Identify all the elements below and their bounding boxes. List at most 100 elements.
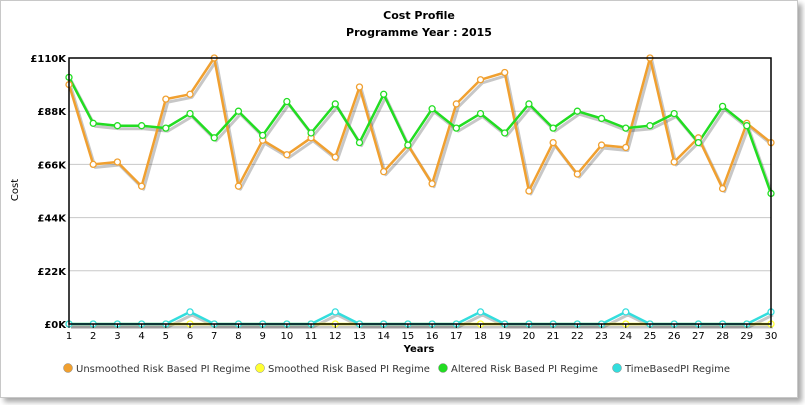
- legend-label[interactable]: Altered Risk Based PI Regime: [451, 364, 598, 375]
- x-tick-label: 4: [138, 331, 144, 342]
- x-tick-label: 6: [187, 331, 193, 342]
- x-tick-label: 17: [450, 331, 463, 342]
- data-point[interactable]: [597, 114, 606, 123]
- data-point[interactable]: [89, 160, 97, 169]
- data-point[interactable]: [283, 151, 291, 159]
- data-point[interactable]: [355, 138, 364, 147]
- data-point[interactable]: [501, 68, 509, 77]
- data-point[interactable]: [452, 124, 460, 132]
- series-shadow-timebasedpi-regime: [71, 313, 774, 329]
- data-point[interactable]: [670, 158, 678, 166]
- y-tick-label: £110K: [30, 54, 67, 65]
- data-point[interactable]: [428, 180, 436, 188]
- x-tick-label: 28: [716, 331, 729, 342]
- data-point[interactable]: [452, 100, 460, 108]
- x-tick-label: 1: [66, 331, 72, 342]
- plot-area-border: [68, 57, 772, 325]
- data-point[interactable]: [186, 308, 194, 316]
- data-point[interactable]: [476, 109, 485, 118]
- series-line-altered-risk-based-pi-regime: [67, 76, 773, 194]
- data-point[interactable]: [113, 122, 122, 130]
- legend-marker: [63, 363, 73, 373]
- data-point[interactable]: [622, 143, 630, 152]
- data-point[interactable]: [113, 158, 122, 166]
- x-tick-label: 25: [644, 331, 657, 342]
- y-axis-ticks: £0K £22K £44K £66K £88K £110K: [30, 54, 67, 331]
- data-point[interactable]: [476, 308, 485, 316]
- data-point[interactable]: [210, 134, 218, 142]
- data-point[interactable]: [622, 308, 630, 316]
- data-point[interactable]: [355, 83, 364, 91]
- legend-label[interactable]: Smoothed Risk Based PI Regime: [268, 364, 430, 375]
- data-point[interactable]: [597, 141, 606, 149]
- x-tick-label: 13: [353, 331, 366, 342]
- series-points: [65, 54, 775, 328]
- data-point[interactable]: [162, 95, 170, 103]
- data-point[interactable]: [718, 102, 727, 111]
- data-point[interactable]: [525, 100, 533, 108]
- data-point[interactable]: [186, 109, 194, 118]
- x-tick-label: 10: [280, 331, 293, 342]
- legend-label[interactable]: Unsmoothed Risk Based PI Regime: [76, 364, 250, 375]
- data-point[interactable]: [137, 122, 146, 130]
- x-tick-label: 11: [305, 331, 318, 342]
- x-tick-label: 16: [426, 331, 439, 342]
- legend: Unsmoothed Risk Based PI Regime Smoothed …: [63, 363, 730, 375]
- y-tick-label: £0K: [44, 320, 67, 331]
- data-point[interactable]: [331, 308, 339, 316]
- x-tick-label: 27: [692, 331, 705, 342]
- x-tick-label: 24: [619, 331, 632, 342]
- data-point[interactable]: [380, 90, 388, 98]
- series-line-unsmoothed-risk-based-pi-regime: [67, 56, 772, 193]
- data-point[interactable]: [234, 107, 243, 115]
- x-tick-label: 14: [377, 331, 390, 342]
- x-tick-label: 8: [235, 331, 241, 342]
- legend-marker: [438, 363, 448, 373]
- cost-profile-chart: Cost Profile Programme Year : 2015 Cost …: [10, 9, 777, 375]
- x-tick-label: 18: [474, 331, 487, 342]
- x-tick-label: 2: [90, 331, 96, 342]
- x-tick-label: 5: [163, 331, 169, 342]
- y-tick-label: £66K: [37, 160, 67, 171]
- x-tick-label: 12: [329, 331, 342, 342]
- legend-label[interactable]: TimeBasedPI Regime: [624, 364, 730, 375]
- x-tick-label: 7: [211, 331, 217, 342]
- data-point[interactable]: [718, 184, 727, 193]
- data-point[interactable]: [331, 100, 339, 108]
- data-point[interactable]: [573, 170, 581, 178]
- x-tick-label: 21: [547, 331, 560, 342]
- x-tick-label: 9: [259, 331, 265, 342]
- data-point[interactable]: [694, 138, 703, 147]
- y-tick-label: £22K: [37, 267, 67, 278]
- data-point[interactable]: [646, 122, 654, 130]
- data-point[interactable]: [162, 124, 170, 132]
- data-point[interactable]: [283, 97, 291, 106]
- data-point[interactable]: [476, 76, 485, 84]
- data-point[interactable]: [525, 187, 533, 195]
- data-point[interactable]: [259, 131, 267, 140]
- x-tick-label: 15: [402, 331, 415, 342]
- data-point[interactable]: [670, 109, 678, 118]
- series-shadows: [69, 59, 775, 329]
- data-point[interactable]: [307, 129, 315, 137]
- data-point[interactable]: [573, 107, 581, 115]
- data-point[interactable]: [234, 182, 243, 190]
- series-lines: [67, 56, 773, 326]
- data-point[interactable]: [331, 153, 339, 161]
- data-point[interactable]: [137, 182, 146, 190]
- data-point[interactable]: [549, 138, 557, 147]
- x-tick-label: 19: [498, 331, 511, 342]
- data-point[interactable]: [380, 168, 388, 176]
- x-tick-label: 22: [571, 331, 584, 342]
- data-point[interactable]: [89, 119, 97, 127]
- data-point[interactable]: [428, 105, 436, 113]
- data-point[interactable]: [404, 141, 412, 149]
- legend-marker: [255, 363, 265, 373]
- data-point[interactable]: [549, 124, 557, 132]
- data-point[interactable]: [186, 90, 194, 98]
- data-point[interactable]: [743, 122, 751, 130]
- data-point[interactable]: [622, 124, 630, 132]
- x-axis-ticks: 1 2 3 4 5 6 7 8 9 10 11 12 13 14 15 16 17 18 19 20 21 22 23 24 2…: [66, 324, 777, 342]
- data-point[interactable]: [501, 129, 509, 137]
- x-tick-label: 26: [668, 331, 681, 342]
